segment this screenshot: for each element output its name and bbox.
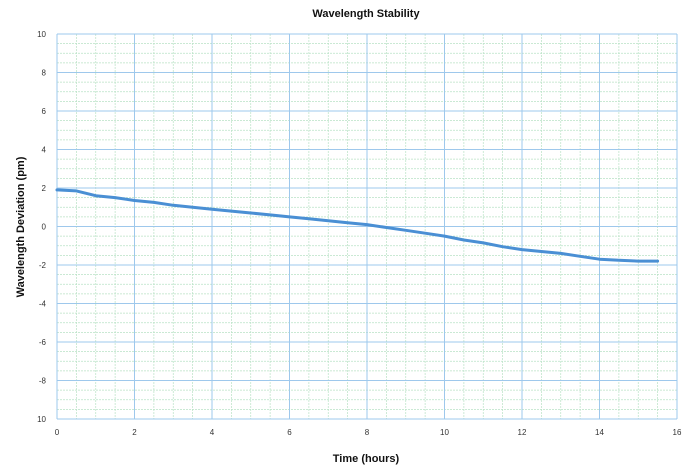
x-tick-label: 10 xyxy=(440,428,449,437)
series xyxy=(55,188,660,263)
y-tick-label: 2 xyxy=(42,184,47,193)
x-tick-label: 14 xyxy=(595,428,604,437)
x-tick-label: 8 xyxy=(365,428,370,437)
x-tick-label: 2 xyxy=(132,428,137,437)
y-tick-label: 6 xyxy=(42,107,47,116)
y-tick-label: -4 xyxy=(39,300,47,309)
x-axis-label: Time (hours) xyxy=(333,453,400,465)
y-tick-label: 0 xyxy=(42,223,47,232)
x-tick-label: 0 xyxy=(55,428,60,437)
y-tick-label: 10 xyxy=(37,30,46,39)
y-tick-label: -6 xyxy=(39,338,47,347)
y-tick-label: 8 xyxy=(42,69,47,78)
x-tick-label: 4 xyxy=(210,428,215,437)
series-line xyxy=(55,188,660,263)
chart-title: Wavelength Stability xyxy=(312,8,420,20)
x-tick-label: 12 xyxy=(518,428,527,437)
y-tick-label: -8 xyxy=(39,377,47,386)
y-axis-label: Wavelength Deviation (pm) xyxy=(15,156,27,297)
y-tick-label: 4 xyxy=(42,146,47,155)
grid xyxy=(56,33,678,420)
y-tick-label: -2 xyxy=(39,261,47,270)
tick-labels: 0 2 4 6 8 10 12 14 16 10 8 6 4 2 0 -2 -4 -6 -8 10 xyxy=(37,30,682,437)
y-tick-label: 10 xyxy=(37,415,46,424)
x-tick-label: 16 xyxy=(673,428,682,437)
x-tick-label: 6 xyxy=(287,428,292,437)
